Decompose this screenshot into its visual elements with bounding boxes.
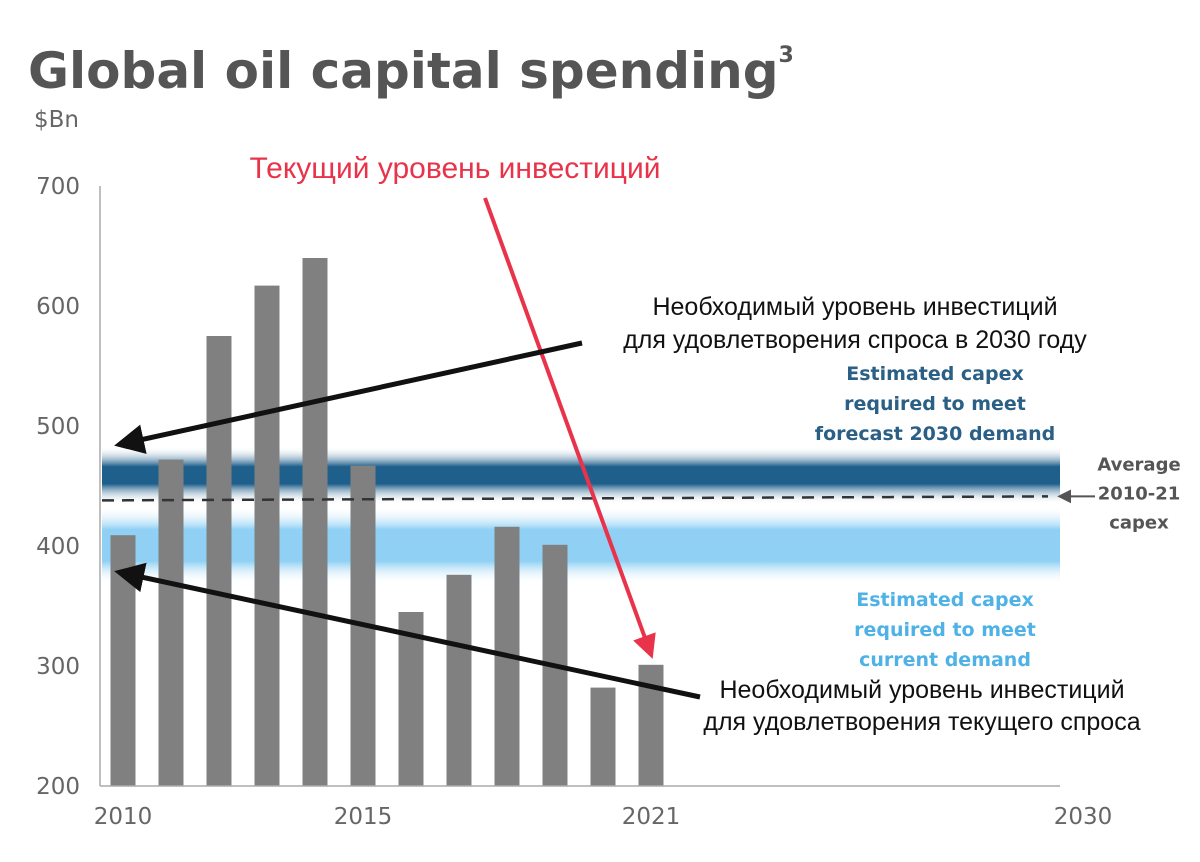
y-axis-unit: $Bn <box>34 107 79 133</box>
capex-band-1 <box>102 506 1060 585</box>
y-tick-label: 200 <box>36 774 80 800</box>
band-label-0: Estimated capex required to meet forecast … <box>815 363 1055 445</box>
bar-2011 <box>158 459 184 786</box>
band-labels: Estimated capex required to meet forecast … <box>815 363 1055 671</box>
annotations: Текущий уровень инвестиций Необходимый ур… <box>114 152 1141 736</box>
chart-title: Global oil capital spending3 <box>28 42 794 100</box>
bar-2020 <box>590 687 616 786</box>
y-tick-label: 500 <box>36 414 80 440</box>
capex-band-0 <box>102 446 1060 504</box>
arrow-required-2030 <box>114 340 583 454</box>
arrow-current-investment <box>483 197 656 659</box>
bar-2012 <box>206 336 232 786</box>
title-superscript: 3 <box>779 43 794 68</box>
x-tick-label: 2015 <box>334 804 393 830</box>
bar-2016 <box>398 612 424 786</box>
x-tick-label: 2030 <box>1054 804 1113 830</box>
annotation-current-investment: Текущий уровень инвестиций <box>250 152 661 185</box>
x-tick-label: 2021 <box>622 804 681 830</box>
average-line <box>101 495 1049 502</box>
average-label: Average 2010-21 capex <box>1097 454 1180 533</box>
bar-series <box>110 258 664 786</box>
x-tick-label: 2010 <box>94 804 153 830</box>
average-capex: Average 2010-21 capex <box>101 454 1181 533</box>
annotation-required-current: Необходимый уровень инвестиций для удовле… <box>703 676 1140 736</box>
band-label-1: Estimated capex required to meet current d… <box>854 589 1036 671</box>
arrow-required-current <box>114 562 701 700</box>
y-tick-label: 600 <box>36 294 80 320</box>
bar-2014 <box>302 258 328 786</box>
bar-2017 <box>446 574 472 786</box>
y-tick-label: 400 <box>36 534 80 560</box>
axes: 200 300 400 500 600 700 2010 2015 2021 2030 <box>36 174 1112 830</box>
annotation-required-2030: Необходимый уровень инвестиций для удовле… <box>623 293 1087 354</box>
bar-2013 <box>254 285 280 786</box>
y-tick-label: 300 <box>36 654 80 680</box>
y-tick-label: 700 <box>36 174 80 200</box>
